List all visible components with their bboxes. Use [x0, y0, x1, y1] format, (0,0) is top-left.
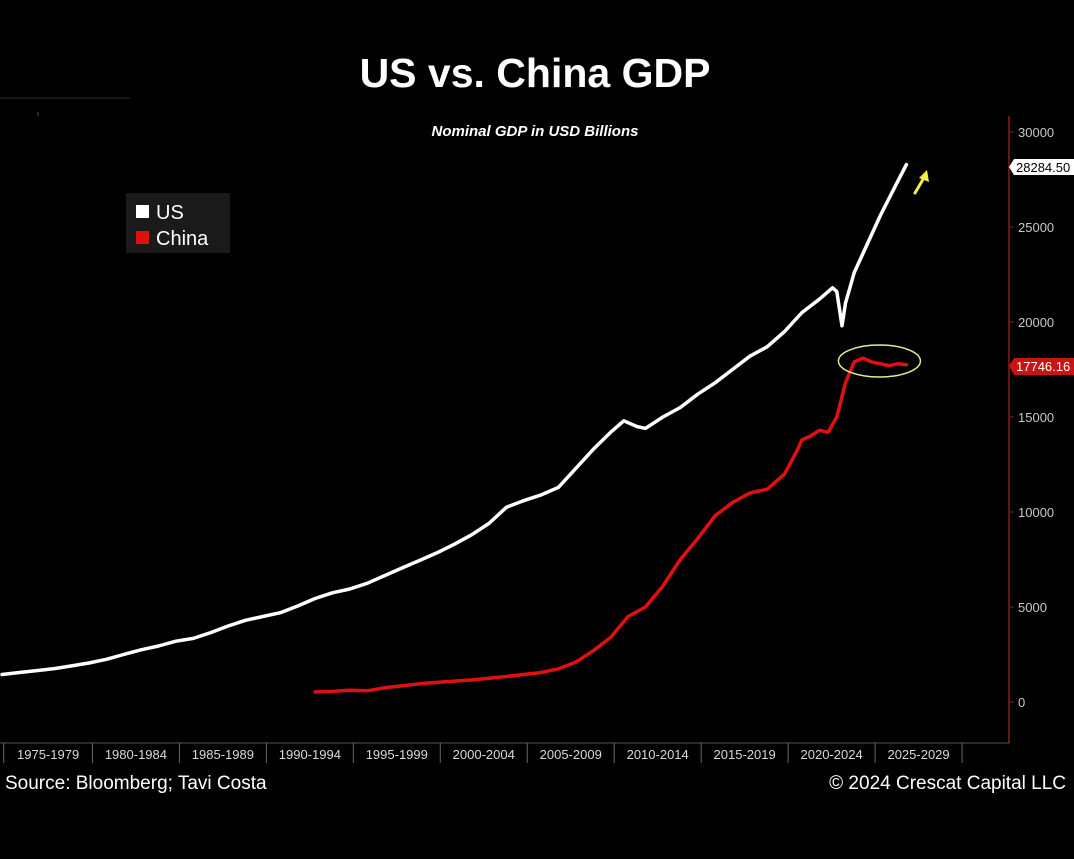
china-end-value: 17746.16 — [1016, 359, 1070, 374]
y-tick-label: 5000 — [1018, 600, 1047, 615]
x-tick-label: 2010-2014 — [627, 747, 689, 762]
y-tick-label: 25000 — [1018, 220, 1054, 235]
x-tick-label: 1980-1984 — [105, 747, 167, 762]
x-tick-label: 1990-1994 — [279, 747, 341, 762]
china-plateau-highlight — [837, 344, 922, 378]
x-tick-label: 1995-1999 — [366, 747, 428, 762]
y-axis-ticks: 0 5000 10000 15000 20000 25000 30000 — [1009, 125, 1054, 710]
x-tick-label: 1985-1989 — [192, 747, 254, 762]
x-tick-label: 1975-1979 — [17, 747, 79, 762]
chart-title: US vs. China GDP — [360, 50, 711, 96]
legend-label-us: US — [156, 202, 184, 224]
series-line-us — [0, 162, 909, 677]
x-tick-label: 2020-2024 — [801, 747, 863, 762]
legend-swatch-china — [136, 231, 149, 244]
legend: US China — [126, 193, 230, 253]
x-tick-label: 2025-2029 — [887, 747, 949, 762]
y-tick-label: 15000 — [1018, 410, 1054, 425]
y-tick-label: 10000 — [1018, 505, 1054, 520]
copyright-note: © 2024 Crescat Capital LLC — [829, 773, 1066, 794]
x-axis-ticks: 1975-1979 1980-1984 1985-1989 1990-1994 1995… — [3, 743, 963, 763]
legend-label-china: China — [156, 228, 209, 250]
us-up-arrow — [913, 170, 929, 195]
legend-swatch-us — [136, 205, 149, 218]
series-line-china — [313, 356, 909, 694]
us-end-value: 28284.50 — [1016, 160, 1070, 175]
x-tick-label: 2005-2009 — [540, 747, 602, 762]
y-tick-label: 0 — [1018, 695, 1025, 710]
x-tick-label: 2015-2019 — [714, 747, 776, 762]
y-tick-label: 20000 — [1018, 315, 1054, 330]
china-end-label: 17746.16 — [1009, 358, 1074, 375]
chart-subtitle: Nominal GDP in USD Billions — [432, 123, 639, 140]
source-note: Source: Bloomberg; Tavi Costa — [5, 773, 267, 794]
us-end-label: 28284.50 — [1009, 159, 1074, 175]
y-tick-label: 30000 — [1018, 125, 1054, 140]
x-tick-label: 2000-2004 — [453, 747, 515, 762]
